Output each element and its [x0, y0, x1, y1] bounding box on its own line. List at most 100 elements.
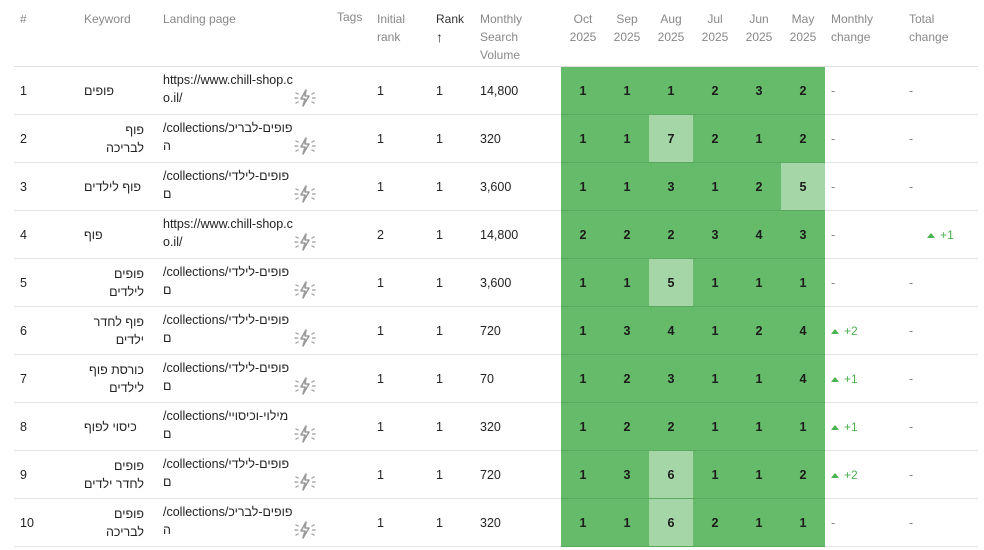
keyword: פוף לבריכה [105, 122, 144, 155]
change-up: +1 [831, 372, 858, 386]
total-change: - [903, 306, 978, 355]
table-row[interactable]: 5 פופים לילדים /collections/פופים-לילדים… [14, 258, 978, 307]
lightning-sparkle-icon[interactable] [293, 470, 317, 494]
month-rank-cell: 2 [649, 210, 693, 259]
month-rank-cell: 1 [693, 402, 737, 451]
col-initial-rank[interactable]: Initial rank [371, 0, 430, 67]
row-num: 5 [14, 258, 78, 307]
initial-rank: 1 [371, 450, 430, 499]
tags-cell[interactable] [331, 66, 371, 115]
landing-page-link[interactable]: /collections/פופים-לילדים [163, 264, 290, 297]
label: Initial [377, 12, 406, 26]
month-rank-cell: 1 [737, 354, 781, 403]
lightning-sparkle-icon[interactable] [293, 326, 317, 350]
change-value: - [909, 467, 914, 482]
monthly-change: - [825, 498, 903, 547]
keyword-cell: פופים לבריכה [78, 498, 157, 547]
lightning-sparkle-icon[interactable] [293, 182, 317, 206]
change-up: +1 [927, 228, 954, 242]
col-month[interactable]: Aug 2025 [649, 0, 693, 67]
landing-page-link[interactable]: /collections/פופים-לבריכה [163, 504, 293, 537]
search-volume: 320 [474, 114, 561, 163]
table-row[interactable]: 3 פוף לילדים /collections/פופים-לילדים 1… [14, 162, 978, 211]
change-value: +1 [844, 419, 858, 434]
landing-page-link[interactable]: /collections/פופים-לבריכה [163, 120, 293, 153]
col-month[interactable]: Jun 2025 [737, 0, 781, 67]
keyword: פופים לילדים [109, 266, 144, 299]
keyword-cell: פוף לילדים [78, 162, 157, 211]
month-rank-cell: 2 [605, 354, 649, 403]
month-rank-cell: 7 [649, 114, 693, 163]
label: Volume [480, 48, 521, 62]
tags-cell[interactable] [331, 498, 371, 547]
col-tags[interactable]: Tags [331, 0, 371, 67]
table-row[interactable]: 8 כיסוי לפוף /collections/מילוי-וכיסויים… [14, 402, 978, 451]
table-row[interactable]: 4 פוף https://www.chill-shop.co.il/ 2 1 … [14, 210, 978, 259]
change-value: - [909, 515, 914, 530]
col-monthly-change[interactable]: Monthly change [825, 0, 903, 67]
landing-page-link[interactable]: /collections/פופים-לילדים [163, 456, 290, 489]
month-rank-cell: 2 [781, 450, 825, 499]
table-row[interactable]: 10 פופים לבריכה /collections/פופים-לבריכ… [14, 498, 978, 547]
tags-cell[interactable] [331, 162, 371, 211]
keyword: כורסת פוף לילדים [89, 362, 144, 395]
lightning-sparkle-icon[interactable] [293, 518, 317, 542]
lightning-sparkle-icon[interactable] [293, 134, 317, 158]
row-num: 1 [14, 66, 78, 115]
month-rank-cell: 1 [649, 66, 693, 115]
monthly-change: +2 [825, 306, 903, 355]
landing-page-link[interactable]: https://www.chill-shop.co.il/ [163, 216, 293, 249]
change-value: - [831, 515, 836, 530]
keyword: פוף [84, 227, 103, 242]
table-row[interactable]: 1 פופים https://www.chill-shop.co.il/ 1 … [14, 66, 978, 115]
col-total-change[interactable]: Total change [903, 0, 978, 67]
col-keyword[interactable]: Keyword [78, 0, 157, 67]
tags-cell[interactable] [331, 210, 371, 259]
keyword: כיסוי לפוף [84, 419, 137, 434]
tags-cell[interactable] [331, 354, 371, 403]
lightning-sparkle-icon[interactable] [293, 230, 317, 254]
landing-page-link[interactable]: https://www.chill-shop.co.il/ [163, 72, 293, 105]
tags-cell[interactable] [331, 306, 371, 355]
landing-page-link[interactable]: /collections/פופים-לילדים [163, 312, 290, 345]
month-rank-cell: 3 [781, 210, 825, 259]
lightning-sparkle-icon[interactable] [293, 278, 317, 302]
col-landing-page[interactable]: Landing page [157, 0, 331, 67]
change-value: +1 [844, 371, 858, 386]
table-row[interactable]: 2 פוף לבריכה /collections/פופים-לבריכה 1… [14, 114, 978, 163]
landing-page-link[interactable]: /collections/מילוי-וכיסויים [163, 408, 289, 441]
col-month[interactable]: Oct 2025 [561, 0, 605, 67]
table-row[interactable]: 7 כורסת פוף לילדים /collections/פופים-לי… [14, 354, 978, 403]
month-rank-cell: 2 [561, 210, 605, 259]
table-row[interactable]: 9 פופים לחדר ילדים /collections/פופים-לי… [14, 450, 978, 499]
col-rank[interactable]: Rank ↑ [430, 0, 474, 67]
lightning-sparkle-icon[interactable] [293, 422, 317, 446]
initial-rank: 1 [371, 498, 430, 547]
col-month[interactable]: Sep 2025 [605, 0, 649, 67]
tags-cell[interactable] [331, 402, 371, 451]
landing-page-link[interactable]: /collections/פופים-לילדים [163, 168, 290, 201]
landing-page-cell: https://www.chill-shop.co.il/ [157, 66, 331, 115]
col-num[interactable]: # [14, 0, 78, 67]
tags-cell[interactable] [331, 258, 371, 307]
change-up: +2 [831, 324, 858, 338]
rank: 1 [430, 306, 474, 355]
lightning-sparkle-icon[interactable] [293, 86, 317, 110]
row-num: 3 [14, 162, 78, 211]
landing-page-link[interactable]: /collections/פופים-לילדים [163, 360, 290, 393]
col-month[interactable]: Jul 2025 [693, 0, 737, 67]
landing-page-cell: /collections/פופים-לבריכה [157, 498, 331, 547]
col-month[interactable]: May 2025 [781, 0, 825, 67]
tags-cell[interactable] [331, 114, 371, 163]
table-row[interactable]: 6 פוף לחדר ילדים /collections/פופים-לילד… [14, 306, 978, 355]
row-num: 8 [14, 402, 78, 451]
month-rank-cell: 1 [561, 114, 605, 163]
col-monthly-search-volume[interactable]: Monthly Search Volume [474, 0, 561, 67]
tags-cell[interactable] [331, 450, 371, 499]
month-rank-cell: 1 [605, 162, 649, 211]
lightning-sparkle-icon[interactable] [293, 374, 317, 398]
month-rank-cell: 2 [693, 66, 737, 115]
total-change: +1 [903, 210, 978, 259]
rank: 1 [430, 114, 474, 163]
month-rank-cell: 1 [781, 258, 825, 307]
